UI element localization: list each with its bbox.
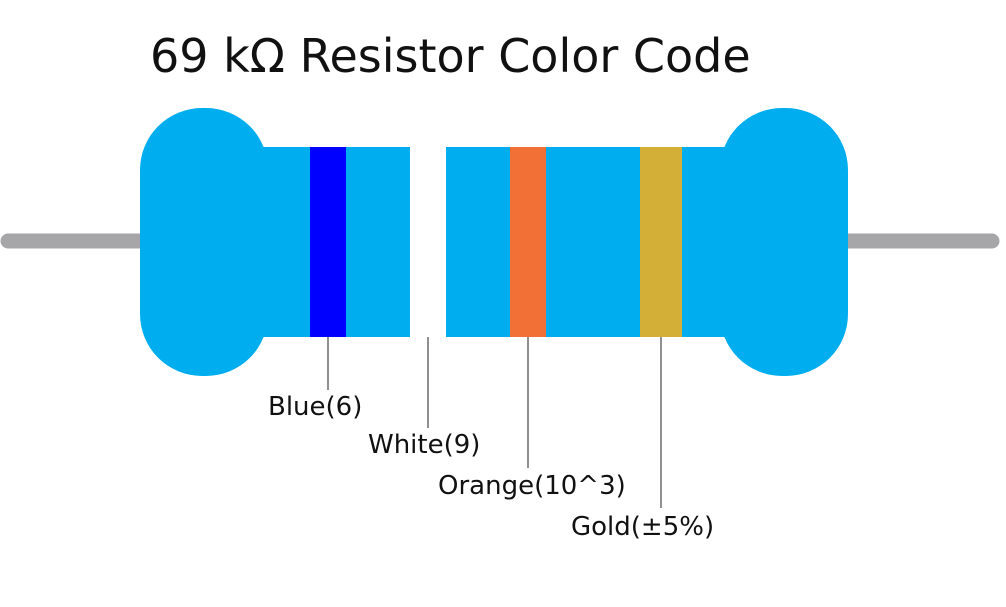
band-4-gold xyxy=(640,147,682,337)
band-2-white xyxy=(410,147,446,337)
band-3-orange xyxy=(510,147,546,337)
band-label-blue: Blue(6) xyxy=(268,392,362,422)
band-1-blue xyxy=(310,147,346,337)
band-label-orange: Orange(10^3) xyxy=(438,471,626,501)
resistor-body xyxy=(140,108,848,376)
band-label-white: White(9) xyxy=(368,430,480,460)
band-label-gold: Gold(±5%) xyxy=(571,512,714,542)
page-title: 69 kΩ Resistor Color Code xyxy=(150,29,751,83)
